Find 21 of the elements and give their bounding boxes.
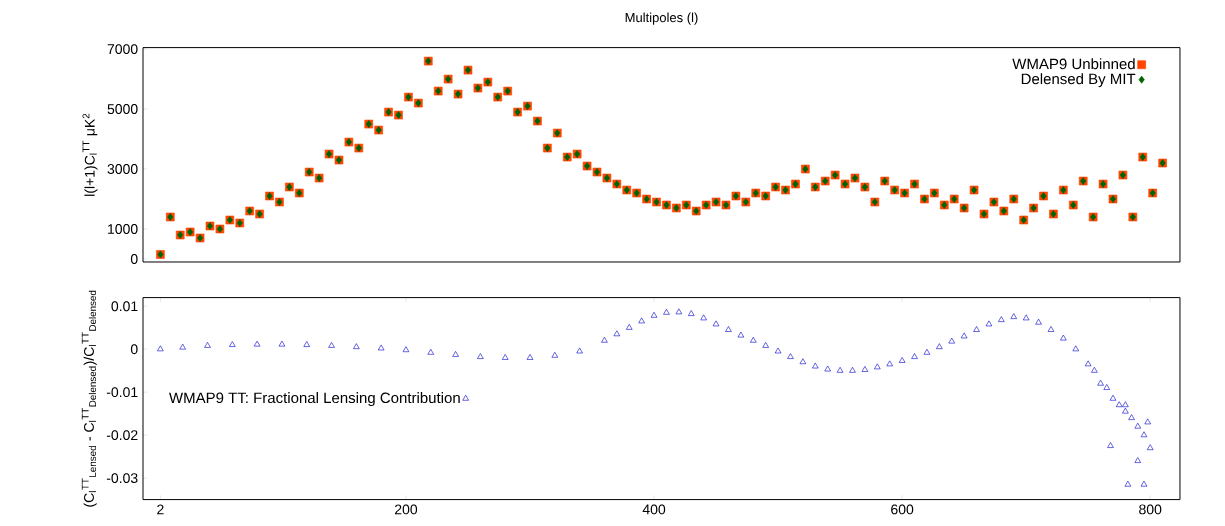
y-tick-label: 0.01	[111, 301, 138, 312]
chart-title: Multipoles (l)	[625, 12, 698, 25]
legend-label: WMAP9 TT: Fractional Lensing Contribution	[169, 392, 460, 407]
y-tick-label: 7000	[107, 44, 138, 55]
x-tick-label: 600	[891, 504, 914, 515]
y-tick-label: 1000	[108, 224, 138, 234]
y-tick-label: -0.02	[106, 430, 138, 441]
y-tick-label: -0.03	[106, 473, 138, 484]
x-tick-label: 2	[157, 504, 164, 515]
legend-label: Delensed By MIT	[1021, 73, 1136, 88]
y-tick-label: -0.01	[106, 387, 138, 398]
text: (C$_{l}$TT$_{Lensed}$ - C$_{l}$TT$_{Delensed}$)/C$_{l}$TTDelensed	[81, 290, 97, 507]
x-tick-label: 800	[1139, 504, 1162, 515]
x-tick-label: 200	[395, 504, 418, 515]
legend-label: WMAP9 Unbinned	[1012, 58, 1135, 70]
y-tick-label: 0	[130, 344, 138, 355]
x-tick-label: 400	[642, 504, 666, 515]
y-tick-label: 5000	[107, 104, 138, 115]
y-tick-label: 3000	[107, 164, 138, 174]
y-tick-label: 0	[130, 254, 138, 264]
y-axis-title: l(l+1)C$_{l}$$^{TT}$ μK$^{2}$	[82, 113, 98, 196]
